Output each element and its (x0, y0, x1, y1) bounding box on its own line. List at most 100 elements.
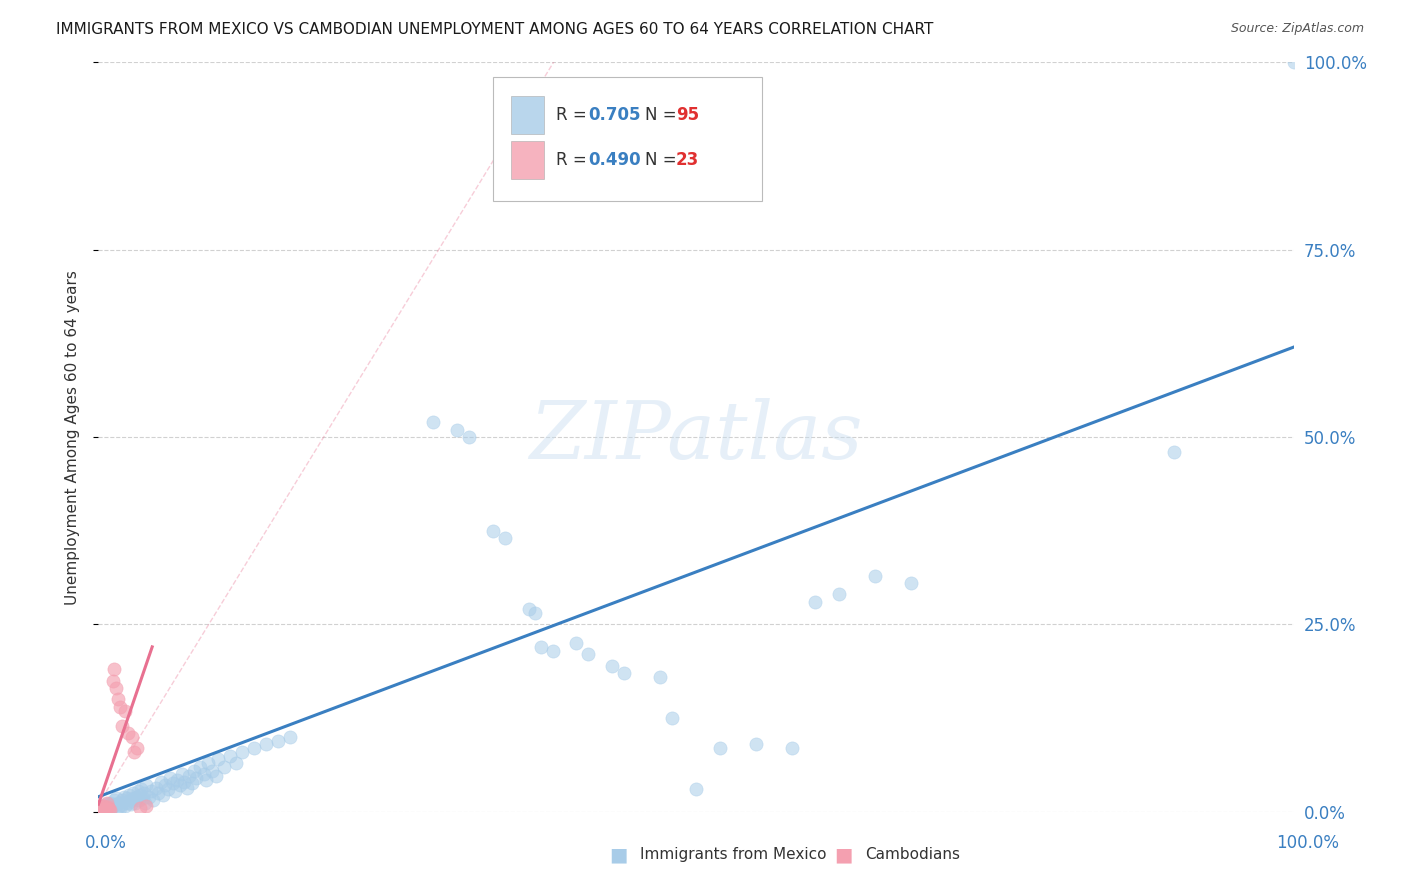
Point (91, 798, 114, 813)
Point (117, 726, 139, 740)
Point (176, 780, 198, 795)
Point (101, 673, 124, 688)
Point (97, 799, 120, 814)
Point (128, 793, 150, 807)
Point (780, 741, 803, 756)
Point (103, 793, 125, 807)
Point (97, 800, 120, 814)
Point (212, 760, 235, 774)
Text: N =: N = (644, 106, 682, 124)
Text: R =: R = (557, 151, 592, 169)
Point (110, 797, 132, 812)
Point (613, 666, 636, 681)
Point (494, 531, 516, 545)
Point (90, 801, 112, 815)
Point (267, 733, 290, 747)
Text: 0.490: 0.490 (589, 151, 641, 169)
Point (96, 796, 118, 810)
Point (105, 681, 128, 695)
Point (127, 783, 149, 797)
FancyBboxPatch shape (510, 141, 544, 178)
Point (422, 415, 444, 429)
Point (124, 791, 146, 805)
Text: 0.705: 0.705 (589, 106, 641, 124)
Point (100, 800, 122, 814)
Text: 0.0%: 0.0% (84, 834, 127, 852)
Point (96, 801, 118, 815)
Point (98, 796, 122, 810)
Point (91, 802, 114, 816)
Point (107, 800, 129, 814)
Point (163, 783, 186, 797)
Text: ■: ■ (834, 845, 853, 864)
Point (142, 793, 165, 807)
Text: N =: N = (644, 151, 682, 169)
Text: ZIPatlas: ZIPatlas (529, 399, 863, 475)
Point (104, 797, 127, 812)
Point (193, 767, 215, 781)
Point (179, 769, 201, 783)
Point (201, 764, 224, 778)
Point (131, 782, 153, 797)
Point (225, 756, 247, 770)
Point (155, 779, 177, 793)
Point (139, 783, 162, 797)
Point (523, 606, 546, 620)
Point (458, 430, 481, 444)
Point (112, 789, 135, 804)
Point (148, 786, 170, 800)
Point (149, 774, 172, 789)
Point (231, 745, 253, 759)
Point (602, 658, 624, 673)
Point (89, 802, 111, 816)
Point (204, 769, 226, 783)
Point (156, 782, 179, 797)
Point (804, 595, 827, 609)
Point (129, 789, 152, 803)
Point (90, 802, 112, 816)
Point (278, 730, 301, 744)
Point (195, 773, 218, 788)
Point (105, 791, 128, 805)
Point (188, 760, 211, 774)
Point (172, 767, 194, 781)
Point (169, 779, 191, 793)
Point (138, 789, 160, 804)
Point (98, 803, 122, 817)
FancyBboxPatch shape (510, 96, 544, 134)
Point (111, 793, 134, 807)
Point (129, 801, 152, 815)
Point (94, 802, 117, 816)
Point (159, 771, 181, 785)
Point (145, 780, 167, 795)
Point (94, 797, 117, 812)
Point (530, 640, 553, 654)
Point (132, 786, 155, 800)
Point (186, 771, 208, 785)
Point (103, 662, 125, 676)
Point (1163, 445, 1185, 459)
Point (114, 704, 136, 718)
Point (745, 737, 768, 751)
Point (115, 795, 138, 809)
Point (89, 801, 111, 815)
Point (125, 789, 148, 804)
Point (115, 791, 138, 805)
Point (124, 796, 146, 810)
Point (648, 670, 672, 684)
Point (661, 711, 683, 725)
Point (219, 748, 242, 763)
Point (117, 796, 139, 810)
Point (98, 802, 121, 816)
Text: Immigrants from Mexico: Immigrants from Mexico (640, 847, 827, 862)
Point (107, 692, 129, 706)
Point (565, 636, 588, 650)
Point (108, 801, 131, 815)
Text: 23: 23 (676, 151, 699, 169)
Point (91, 800, 114, 814)
Point (162, 776, 184, 790)
Point (121, 730, 143, 744)
Point (122, 786, 145, 800)
Text: ■: ■ (609, 845, 628, 864)
Point (446, 423, 468, 437)
